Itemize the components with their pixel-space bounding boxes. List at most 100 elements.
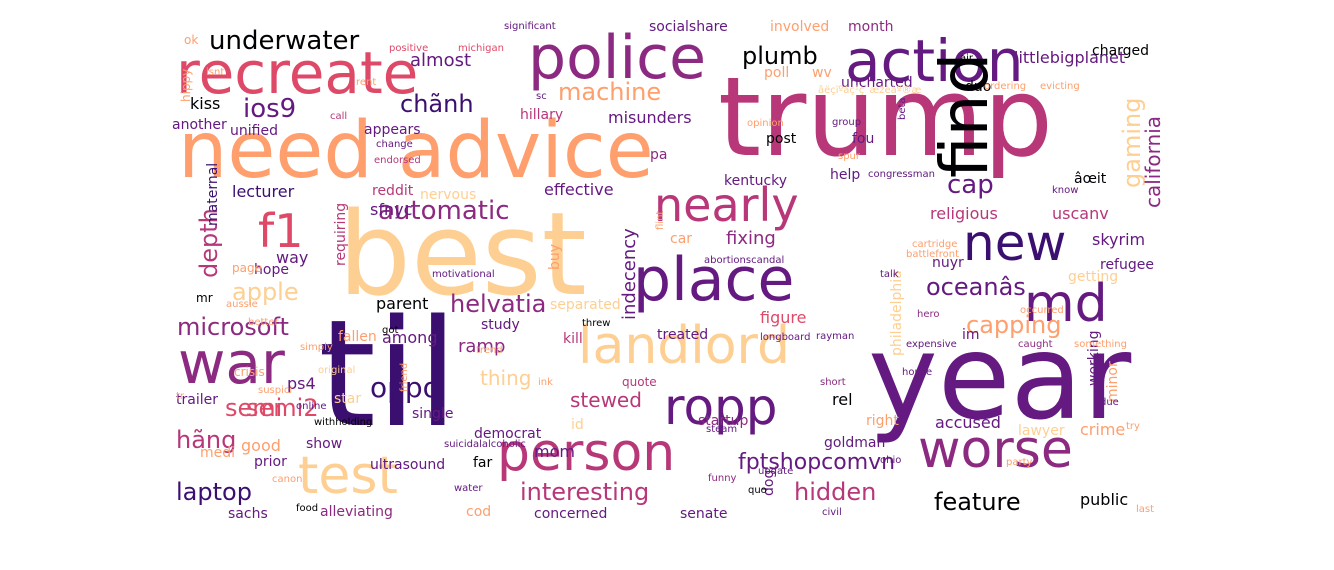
word-caught-159: caught — [1018, 339, 1053, 350]
word-update-179: update — [758, 466, 794, 477]
word-find-10: find — [926, 52, 1003, 178]
word-skyrim-52: skyrim — [1092, 230, 1146, 249]
word-figure-56: figure — [760, 308, 807, 327]
word-accused-60: accused — [935, 413, 1001, 432]
word-lecturer-47: lecturer — [232, 182, 295, 201]
word-group-143: group — [832, 117, 862, 128]
word-house-192: house — [902, 367, 933, 378]
word-effective-49: effective — [544, 180, 614, 199]
word-uncharted-72: uncharted — [841, 75, 913, 91]
word-occurred-154: occurred — [1020, 305, 1064, 316]
word-crisis-162: crisis — [234, 365, 265, 379]
word-nervous-127: nervous — [420, 187, 477, 203]
word-laptop-40: laptop — [176, 478, 252, 506]
word-recreate-5: recreate — [176, 39, 419, 107]
word-landlord-9: landlord — [578, 316, 791, 376]
word-id-124: id — [571, 417, 584, 433]
word-quote-186: quote — [622, 375, 657, 389]
word-friend-190: friend — [399, 362, 410, 392]
word-month-69: month — [848, 19, 894, 35]
word-indecency-55: indecency — [619, 228, 640, 320]
word-funny-174: funny — [708, 473, 737, 484]
word-helvatia-43: helvatia — [450, 290, 547, 318]
word-fptshopcomvn-44: fptshopcomvn — [738, 450, 896, 475]
word-parent-54: parent — [376, 294, 429, 313]
word-democrat-97: democrat — [474, 426, 542, 442]
word-star-167: star — [334, 391, 362, 407]
word-concerned-91: concerned — [534, 506, 608, 522]
word-apple-32: apple — [232, 278, 299, 306]
word-nearly-18: nearly — [654, 178, 799, 232]
word-machine-23: machine — [558, 78, 662, 106]
word-semi2-64: semi2 — [246, 394, 319, 422]
word-minor-112: minor — [1105, 361, 1121, 402]
word-positive-131: positive — [389, 43, 429, 54]
word-trend-161: trend — [476, 345, 503, 356]
word-sfnyc-48: sfnyc — [370, 200, 413, 219]
word-threw-156: threw — [582, 318, 611, 329]
word-misunders-50: misunders — [608, 108, 692, 127]
word-something-160: something — [1074, 339, 1127, 350]
word-wv-71: wv — [812, 65, 832, 81]
word-ultrasound-106: ultrasound — [370, 457, 446, 473]
word-steam-182: steam — [706, 424, 738, 435]
word-alleviating-90: alleviating — [320, 504, 393, 520]
word-rel-63: rel — [832, 390, 853, 409]
word-last-193: last — [1136, 504, 1155, 515]
word-ramp-58: ramp — [458, 336, 506, 357]
word-goldman-109: goldman — [824, 435, 886, 451]
word-philadelphia-105: philadelphia — [889, 270, 905, 356]
word-police-6: police — [528, 23, 707, 93]
word-party-180: party — [1006, 457, 1033, 468]
word-right-110: right — [866, 413, 899, 429]
word-separated-100: separated — [550, 297, 621, 313]
word-getting-104: getting — [1068, 269, 1119, 285]
word-cartridge-148: cartridge — [912, 239, 958, 250]
word-rent-134: rent — [356, 77, 377, 88]
word-md-12: md — [1024, 274, 1108, 334]
word-due-172: due — [1100, 397, 1119, 408]
word-maternal-81: maternal — [205, 162, 221, 226]
word-ink-170: ink — [538, 377, 553, 388]
word-crime-61: crime — [1080, 420, 1126, 439]
word-kiss-46: kiss — [190, 94, 221, 113]
word-oppo-36: oppo — [370, 371, 440, 404]
word-automatic-25: automatic — [378, 196, 510, 226]
word-call-136: call — [330, 111, 348, 122]
word-underwater-20: underwater — [209, 26, 360, 56]
word-buy-125: buy — [547, 243, 563, 270]
word-need-advice-4: need advice — [178, 106, 654, 196]
word-year-3: year — [868, 308, 1132, 446]
word-senate-92: senate — [680, 506, 728, 522]
word-ch-nh-24: chãnh — [400, 90, 474, 118]
word-mom-95: mom — [534, 442, 575, 461]
word-person-13: person — [497, 423, 676, 483]
word-among-57: among — [382, 328, 438, 347]
word-medi-123: medi — [200, 445, 236, 461]
word-way-82: way — [276, 248, 309, 267]
word-sachs-89: sachs — [228, 506, 268, 522]
word-requiring-121: requiring — [333, 202, 349, 266]
word-simply-163: simply — [300, 342, 333, 353]
word-spur-145: spur — [838, 151, 861, 162]
word-fixing-51: fixing — [726, 228, 776, 249]
word-interesting-37: interesting — [520, 478, 650, 506]
word-public-62: public — [1080, 490, 1129, 509]
word-far-107: far — [473, 455, 493, 471]
word-page-122: page — [232, 261, 262, 275]
word-suspici-169: suspici — [258, 385, 293, 396]
word-michigan-132: michigan — [458, 43, 504, 54]
word-isnt-130: isnt — [206, 67, 225, 78]
word-im-102: im — [962, 327, 980, 343]
word-rayman-157: rayman — [816, 331, 855, 342]
word-kentucky-77: kentucky — [724, 173, 788, 189]
word-hero-153: hero — [917, 309, 940, 320]
word-change-138: change — [376, 139, 413, 150]
word-lawyer-113: lawyer — [1018, 423, 1065, 439]
word-withholding-184: withholding — [314, 417, 373, 428]
word-fou-75: fou — [852, 131, 875, 147]
word-food-176: food — [296, 503, 319, 514]
word-startup-96: startup — [698, 413, 749, 429]
word-stewed-59: stewed — [570, 388, 642, 412]
word-congressman-146: congressman — [868, 169, 935, 180]
